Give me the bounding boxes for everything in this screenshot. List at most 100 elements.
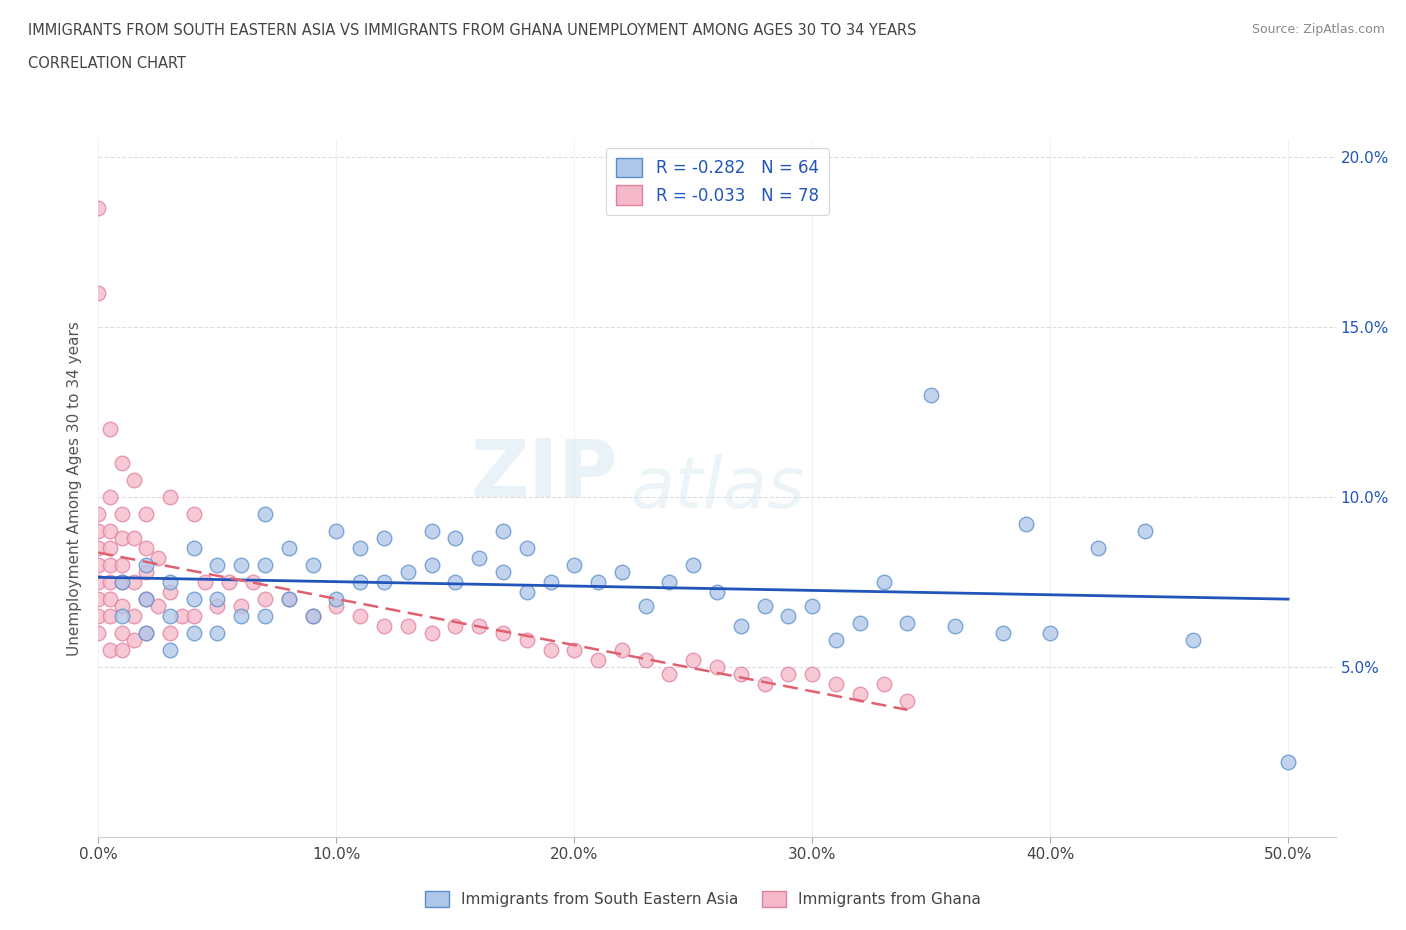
Point (610, 643, 633, 658)
Point (135, 557, 157, 572)
Point (325, 598, 347, 613)
Point (98, 421, 121, 436)
Point (301, 557, 323, 572)
Text: ZIP: ZIP (471, 435, 619, 513)
Point (111, 456, 134, 471)
Point (801, 666, 824, 681)
Point (373, 618, 395, 633)
Point (111, 598, 134, 613)
Legend: Immigrants from South Eastern Asia, Immigrants from Ghana: Immigrants from South Eastern Asia, Immi… (419, 884, 987, 913)
Point (183, 608, 205, 623)
Point (87, 200, 110, 215)
Point (98, 575, 121, 590)
Point (253, 608, 276, 623)
Point (373, 575, 395, 590)
Text: Source: ZipAtlas.com: Source: ZipAtlas.com (1251, 23, 1385, 36)
Point (122, 575, 145, 590)
Point (111, 625, 134, 640)
Point (111, 575, 134, 590)
Point (135, 591, 157, 606)
Point (111, 575, 134, 590)
Point (98, 557, 121, 572)
Point (349, 540, 371, 555)
Point (135, 540, 157, 555)
Point (562, 557, 585, 572)
Point (98, 489, 121, 504)
Point (135, 506, 157, 521)
Point (778, 666, 800, 681)
Point (122, 608, 145, 623)
Point (872, 575, 894, 590)
Point (98, 608, 121, 623)
Point (540, 643, 562, 658)
Point (207, 591, 229, 606)
Point (349, 575, 371, 590)
Point (1015, 516, 1038, 531)
Point (98, 540, 121, 555)
Point (87, 557, 110, 572)
Point (778, 608, 800, 623)
Point (277, 540, 299, 555)
Point (754, 676, 776, 691)
Point (135, 591, 157, 606)
Point (159, 489, 181, 504)
Point (87, 524, 110, 538)
Point (87, 591, 110, 606)
Point (87, 608, 110, 623)
Point (87, 286, 110, 300)
Point (896, 694, 918, 709)
Point (610, 565, 633, 579)
Point (135, 625, 157, 640)
Point (730, 618, 752, 633)
Point (111, 643, 134, 658)
Point (586, 575, 609, 590)
Point (253, 506, 276, 521)
Point (896, 616, 918, 631)
Point (159, 575, 181, 590)
Point (420, 625, 443, 640)
Point (194, 575, 217, 590)
Point (170, 608, 193, 623)
Point (183, 540, 205, 555)
Point (1087, 540, 1109, 555)
Point (325, 524, 347, 538)
Point (801, 598, 824, 613)
Point (231, 608, 253, 623)
Point (87, 575, 110, 590)
Point (825, 676, 848, 691)
Point (516, 585, 538, 600)
Point (301, 608, 323, 623)
Legend: R = -0.282   N = 64, R = -0.033   N = 78: R = -0.282 N = 64, R = -0.033 N = 78 (606, 148, 828, 215)
Point (943, 618, 966, 633)
Point (396, 618, 419, 633)
Point (218, 575, 240, 590)
Point (468, 551, 491, 565)
Point (562, 643, 585, 658)
Point (444, 530, 467, 545)
Point (87, 625, 110, 640)
Point (825, 632, 848, 647)
Point (658, 666, 681, 681)
Point (492, 625, 515, 640)
Point (122, 530, 145, 545)
Point (159, 608, 181, 623)
Point (1181, 632, 1204, 647)
Point (325, 591, 347, 606)
Point (634, 598, 657, 613)
Point (183, 625, 205, 640)
Point (420, 557, 443, 572)
Point (111, 530, 134, 545)
Point (682, 653, 704, 668)
Point (135, 565, 157, 579)
Point (231, 598, 253, 613)
Point (135, 625, 157, 640)
Point (98, 591, 121, 606)
Point (122, 632, 145, 647)
Point (207, 625, 229, 640)
Point (730, 666, 752, 681)
Point (146, 551, 169, 565)
Point (706, 659, 728, 674)
Point (122, 472, 145, 487)
Point (242, 575, 264, 590)
Point (277, 591, 299, 606)
